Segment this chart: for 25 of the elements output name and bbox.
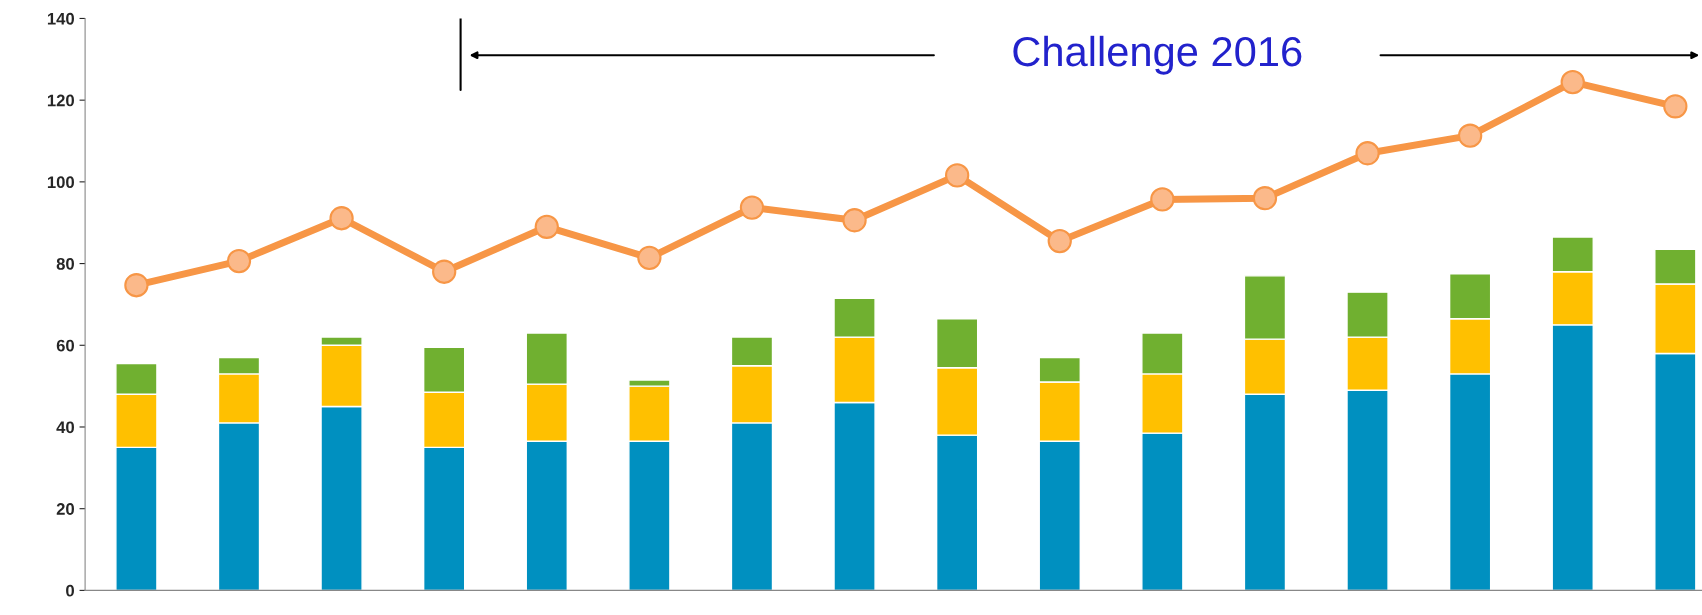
- y-tick-label: 40: [56, 421, 74, 434]
- y-tick-label: 60: [56, 339, 74, 352]
- y-tick-label: 80: [56, 257, 74, 270]
- point: [226, 248, 252, 274]
- point: [945, 163, 970, 188]
- point: [1663, 94, 1688, 119]
- y-tick-label: 140: [47, 12, 74, 25]
- y-tick-label: 100: [47, 176, 74, 189]
- point: [124, 273, 149, 298]
- point: [534, 214, 559, 239]
- point: [1560, 70, 1585, 95]
- point: [1252, 186, 1278, 211]
- point: [637, 245, 662, 270]
- point: [432, 259, 457, 284]
- point: [1047, 228, 1072, 254]
- point: [842, 208, 867, 233]
- point: [329, 206, 354, 231]
- y-tick-label: 120: [47, 94, 74, 107]
- point: [1150, 187, 1175, 212]
- point: [1457, 123, 1483, 148]
- annotation: Challenge 2016: [1013, 35, 1302, 75]
- point: [739, 195, 765, 220]
- point: [1355, 141, 1380, 166]
- y-tick-label: 20: [56, 503, 74, 515]
- y-tick-label: 0: [66, 584, 74, 597]
